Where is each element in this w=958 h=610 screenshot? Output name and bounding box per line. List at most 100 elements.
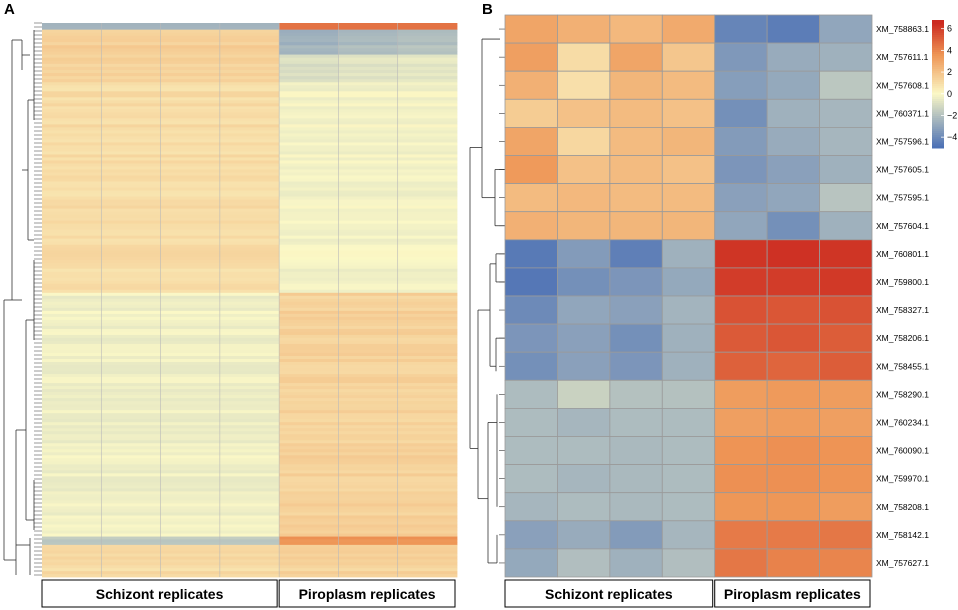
panel-a-cell [101,527,161,531]
panel-a-cell [101,39,161,43]
panel-a-cell [338,473,399,477]
panel-a-cell [42,331,102,336]
panel-b-row-label: XM_758863.1 [876,24,929,34]
panel-a-cell [219,565,280,569]
panel-a-cell [42,79,102,83]
panel-a-cell [219,223,280,228]
panel-b-cell [819,127,873,156]
panel-a-cell [101,562,161,566]
panel-a-row-dendrogram [3,22,42,576]
panel-a-cell [219,542,280,546]
panel-a-cell [42,199,102,203]
panel-a-cell [279,178,339,182]
panel-b-cell [504,127,558,156]
panel-a-cell [42,235,102,240]
panel-a-cell [338,32,399,37]
panel-a-cell [279,127,339,131]
panel-a-cell [219,550,280,555]
panel-a-cell [338,157,399,161]
panel-b-cell [504,407,558,437]
panel-a-cell [42,292,102,297]
panel-a-cell [338,130,399,134]
panel-a-cell [397,121,458,125]
panel-a-cell [397,316,458,321]
panel-a-cell [338,223,399,228]
panel-a-cell [101,319,161,324]
panel-a-cell [101,181,161,185]
panel-a-cell [42,32,102,37]
panel-a-cell [338,383,399,387]
panel-a-cell [219,568,280,572]
legend-gradient-step [932,96,944,100]
panel-b-cell [661,70,716,100]
panel-a-cell [219,277,280,282]
panel-a-cell [101,289,161,294]
panel-a-cell [42,380,102,384]
panel-a-cell [279,383,339,387]
panel-b-cell [714,295,768,325]
panel-a-cell [338,368,399,372]
panel-a-cell [397,253,458,258]
panel-b-cell [609,436,663,466]
panel-a-cell [338,536,399,540]
panel-a-cell [338,374,399,378]
panel-a-cell [101,455,161,459]
panel-a-cell [219,280,280,285]
panel-a-cell [397,374,458,378]
panel-a-cell [101,286,161,291]
panel-a-cell [42,434,102,438]
panel-a-cell [397,103,458,107]
panel-a-cell [101,316,161,321]
panel-b-row-label: XM_759800.1 [876,277,929,287]
panel-b-cell [609,351,663,381]
panel-a-cell [397,482,458,486]
panel-a-cell [279,470,339,474]
panel-a-cell [42,69,102,74]
panel-a-cell [338,73,399,77]
panel-a-cell [397,455,458,459]
panel-a-cell [279,256,339,261]
panel-a-cell [279,85,339,89]
panel-a-cell [397,115,458,119]
panel-a-cell [160,63,221,68]
legend-tick-label: −4 [947,132,957,142]
panel-a-cell [219,556,280,560]
panel-a-cell [397,413,458,417]
panel-a-cell [42,250,102,255]
panel-a-cell [160,124,221,128]
panel-a-cell [397,428,458,432]
panel-a-cell [42,181,102,185]
panel-b-cell [661,14,716,44]
panel-a-cell [160,542,221,546]
panel-a-cell [101,349,161,354]
panel-a-cell [101,247,161,252]
panel-a-cell [101,160,161,164]
panel-a-cell [219,88,280,92]
panel-a-cell [160,356,221,360]
panel-a-cell [279,145,339,149]
panel-a-cell [219,461,280,465]
panel-a-cell [219,238,280,243]
panel-a-cell [42,500,102,504]
panel-a-cell [397,518,458,522]
panel-a-cell [338,562,399,566]
panel-a-cell [219,386,280,390]
panel-a-cell [101,482,161,486]
panel-a-cell [338,443,399,447]
legend-tick-label: 6 [947,24,952,34]
legend-gradient-step [932,49,944,53]
panel-a-cell [101,268,161,273]
panel-a-cell [397,229,458,234]
panel-a-cell [219,473,280,477]
panel-a-cell [397,571,458,575]
panel-a-cell [279,365,339,369]
panel-a-cell [397,559,458,563]
panel-b-cell [714,155,768,185]
panel-a-cell [42,485,102,489]
panel-a-cell [160,60,221,65]
panel-b-cell [504,351,558,381]
panel-a-cell [219,470,280,474]
panel-b-row-dendrogram [469,28,505,564]
panel-a-cell [42,359,102,363]
panel-a-cell [279,476,339,480]
